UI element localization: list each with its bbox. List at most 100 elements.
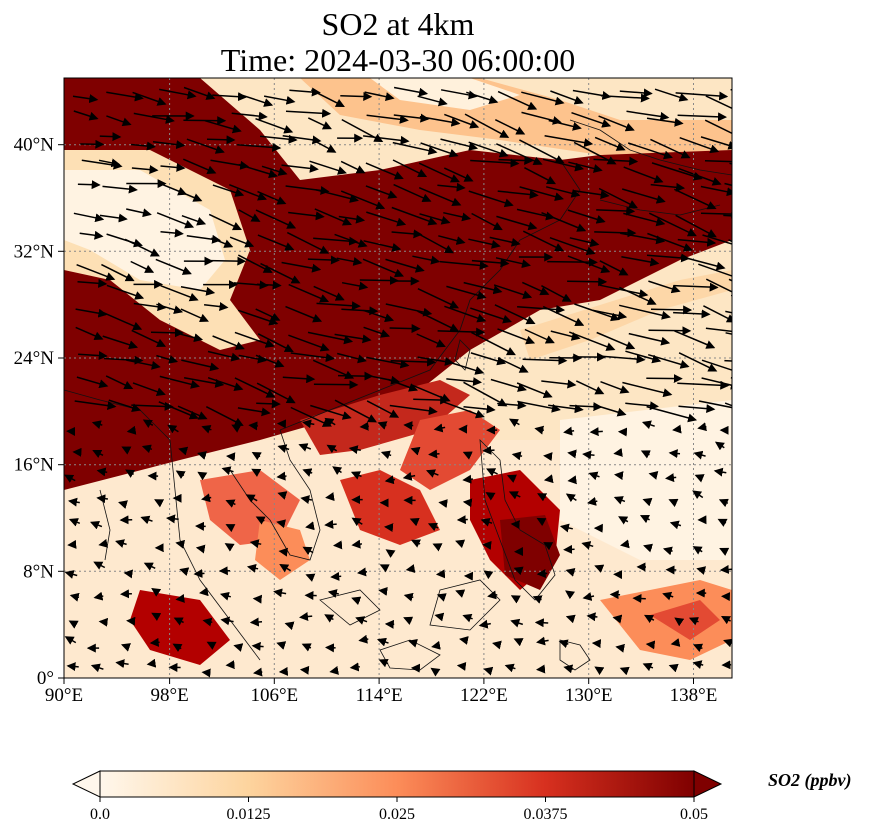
wind-arrow bbox=[237, 309, 279, 326]
wind-arrow bbox=[76, 264, 116, 281]
wind-arrow bbox=[326, 444, 338, 454]
wind-arrow bbox=[207, 350, 241, 362]
wind-arrow bbox=[324, 417, 336, 427]
wind-arrow bbox=[211, 237, 234, 248]
wind-arrow bbox=[201, 425, 212, 434]
wind-arrow bbox=[678, 404, 716, 414]
wind-arrow bbox=[106, 284, 145, 300]
wind-arrow bbox=[197, 471, 208, 481]
wind-arrow bbox=[193, 569, 205, 579]
wind-arrow bbox=[68, 497, 80, 507]
wind-arrow bbox=[517, 400, 561, 413]
wind-arrow bbox=[175, 470, 186, 480]
wind-arrow bbox=[704, 119, 732, 135]
wind-arrow bbox=[417, 95, 448, 107]
wind-arrow bbox=[166, 514, 179, 524]
wind-arrow bbox=[380, 450, 392, 460]
wind-arrow bbox=[462, 498, 473, 508]
wind-arrow bbox=[693, 450, 706, 460]
wind-arrow bbox=[592, 309, 628, 320]
wind-arrow bbox=[207, 376, 244, 391]
wind-arrow bbox=[598, 115, 635, 132]
wind-arrow bbox=[586, 612, 598, 622]
map-title: SO2 at 4km bbox=[321, 6, 475, 42]
wind-arrow bbox=[106, 233, 143, 248]
wind-arrow bbox=[140, 515, 153, 525]
colorbar-tick-label: 0.0 bbox=[90, 806, 110, 823]
wind-arrow bbox=[282, 374, 316, 384]
wind-arrow bbox=[701, 359, 732, 371]
wind-arrow bbox=[582, 592, 595, 601]
wind-arrow bbox=[511, 451, 523, 461]
lon-tick-label: 138°E bbox=[670, 685, 718, 706]
wind-arrow bbox=[471, 212, 503, 231]
wind-arrow bbox=[416, 333, 446, 348]
wind-arrow bbox=[351, 539, 362, 549]
wind-arrow bbox=[102, 335, 139, 350]
wind-arrow bbox=[365, 185, 398, 199]
wind-arrow bbox=[307, 255, 340, 265]
wind-arrow bbox=[462, 474, 473, 484]
wind-arrow bbox=[325, 492, 335, 502]
wind-arrow bbox=[159, 88, 197, 100]
wind-arrow bbox=[615, 643, 625, 653]
wind-arrow bbox=[229, 236, 255, 248]
wind-arrow bbox=[619, 304, 671, 320]
wind-arrow bbox=[626, 110, 670, 121]
wind-arrow bbox=[443, 211, 472, 222]
wind-arrow bbox=[69, 592, 80, 602]
wind-arrow bbox=[79, 230, 104, 240]
wind-arrow bbox=[273, 588, 287, 598]
wind-arrow bbox=[313, 380, 359, 390]
wind-arrow bbox=[285, 305, 323, 323]
wind-arrow bbox=[237, 93, 274, 107]
wind-arrow bbox=[650, 138, 691, 159]
wind-arrow bbox=[459, 636, 469, 645]
wind-arrow bbox=[594, 666, 605, 676]
wind-arrow bbox=[305, 521, 315, 531]
wind-arrow bbox=[643, 614, 655, 624]
wind-arrow bbox=[231, 111, 268, 121]
wind-arrow bbox=[288, 211, 325, 221]
lon-tick-label: 106°E bbox=[250, 685, 298, 706]
wind-arrow bbox=[131, 141, 156, 151]
wind-arrow bbox=[237, 142, 282, 152]
wind-arrow bbox=[131, 329, 167, 347]
wind-arrow bbox=[199, 587, 209, 597]
wind-arrow bbox=[125, 469, 136, 478]
wind-arrow bbox=[175, 593, 185, 603]
wind-arrow bbox=[181, 359, 220, 372]
wind-arrow bbox=[357, 567, 368, 577]
wind-arrow bbox=[351, 596, 362, 606]
wind-arrow bbox=[599, 284, 649, 298]
wind-arrow bbox=[384, 523, 394, 533]
wind-arrow bbox=[519, 139, 565, 164]
wind-arrow bbox=[594, 136, 626, 151]
wind-arrow bbox=[299, 612, 313, 622]
wind-arrow bbox=[92, 449, 104, 459]
wind-arrow bbox=[384, 475, 396, 485]
wind-arrow bbox=[455, 589, 466, 598]
wind-arrow bbox=[132, 382, 166, 396]
wind-arrow bbox=[688, 617, 699, 626]
wind-arrow bbox=[623, 166, 664, 184]
wind-arrow bbox=[620, 539, 630, 549]
wind-arrow bbox=[718, 498, 729, 508]
wind-arrow bbox=[363, 135, 410, 145]
wind-arrow bbox=[495, 143, 543, 166]
wind-arrow bbox=[436, 593, 447, 602]
wind-arrow bbox=[276, 519, 287, 529]
wind-arrow bbox=[158, 401, 199, 420]
wind-arrow bbox=[673, 282, 719, 292]
wind-arrow bbox=[541, 212, 587, 232]
wind-arrow bbox=[98, 158, 121, 168]
wind-arrow bbox=[409, 517, 420, 527]
wind-arrow bbox=[132, 91, 167, 106]
wind-arrow bbox=[408, 638, 418, 648]
wind-arrow bbox=[563, 664, 574, 674]
wind-arrow bbox=[103, 355, 144, 365]
wind-arrow bbox=[486, 468, 498, 477]
wind-arrow bbox=[494, 304, 536, 325]
wind-arrow bbox=[567, 255, 611, 274]
wind-arrow bbox=[647, 232, 693, 252]
